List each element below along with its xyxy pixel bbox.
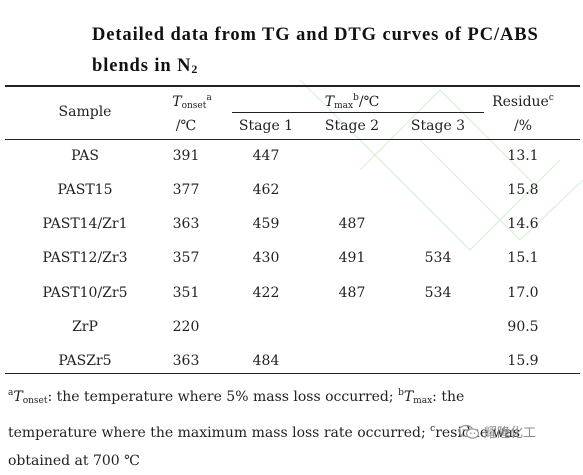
header-stage-3: Stage 3 [411,118,465,134]
header-sample-label: Sample [58,104,112,120]
footnote-a-mark: a [8,388,14,398]
footnote-b-sub: max [413,396,433,406]
table-row-4-residue: 17.0 [507,285,539,301]
table-row-1-residue: 15.8 [507,182,539,198]
table-row-6-residue: 15.9 [507,353,539,369]
table-row-0-stage1: 447 [252,148,280,164]
header-residue-unit-label: /% [513,118,533,134]
table-row-2-tonset: 363 [172,216,200,232]
footnote-a-t: T [13,389,23,405]
table-row-3-stage1: 430 [252,250,280,266]
header-tmax-sub: max [334,101,354,111]
table-row-4-stage3: 534 [424,285,452,301]
table-row-0-sample: PAS [71,148,99,164]
table-row-4-stage1: 422 [252,285,280,301]
table-row-0-tonset: 391 [172,148,200,164]
table-row-2-residue: 14.6 [507,216,539,232]
table-title: Detailed data from TG and DTG curves of … [92,20,572,85]
table-row-3-stage3: 534 [424,250,452,266]
footnote-line-1: aTonset: the temperature where 5% mass l… [8,379,578,415]
background-decoration [299,79,583,251]
table-row-0-residue: 13.1 [507,148,539,164]
header-residue-unit: /% [514,118,532,134]
watermark: 耀隆化工 [458,422,536,441]
table-row-6-tonset: 363 [172,353,200,369]
footnote-c-mark: c [430,424,436,434]
table-row-2-stage1: 459 [252,216,280,232]
footnote-c-text-2: obtained at 700 ℃ [8,453,140,469]
header-tmax: Tmaxb/℃ [325,90,379,114]
header-stage-2-label: Stage 2 [324,118,380,134]
table-row-1-stage1: 462 [252,182,280,198]
header-tmax-unit: /℃ [358,94,380,110]
title-line-2: blends in N [92,56,192,76]
table-row-3-tonset: 357 [172,250,200,266]
table-row-1-tonset: 377 [172,182,200,198]
header-tmax-t: T [324,94,335,110]
footnote-a-sub: onset [22,396,48,406]
header-tonset: Tonseta [172,90,212,114]
header-tonset-unit-label: /℃ [175,118,197,134]
header-bottom-rule [5,139,580,140]
table-bottom-rule [5,373,580,374]
header-stage-2: Stage 2 [325,118,379,134]
header-sample: Sample [59,104,112,120]
table-row-3-stage2: 491 [338,250,366,266]
header-stage-3-label: Stage 3 [410,118,466,134]
table-row-3-sample: PAST12/Zr3 [42,250,128,266]
header-residue-sup: c [548,93,554,103]
tmax-group-rule [232,112,484,113]
table-row-4-tonset: 351 [172,285,200,301]
header-tonset-t: T [172,94,182,110]
header-tonset-unit: /℃ [176,118,196,134]
table-row-4-sample: PAST10/Zr5 [42,285,128,301]
table-top-rule [5,85,580,87]
table-row-1-sample: PAST15 [57,182,113,198]
table-row-6-sample: PASZr5 [58,353,112,369]
header-tonset-sup: a [206,93,212,103]
footnote-line-3: obtained at 700 ℃ [8,447,578,475]
table-row-5-residue: 90.5 [507,319,539,335]
table-row-3-residue: 15.1 [507,250,539,266]
table-row-4-stage2: 487 [338,285,366,301]
footnote-b-t: T [403,389,414,405]
table-row-2-sample: PAST14/Zr1 [42,216,128,232]
title-line-1: Detailed data from TG and DTG curves of … [92,25,539,45]
watermark-text: 耀隆化工 [484,426,537,441]
header-residue: Residuec [492,90,554,110]
table-row-5-tonset: 220 [172,319,200,335]
header-tonset-sub: onset [181,101,207,111]
footnote-a-text: : the temperature where 5% mass loss occ… [47,389,394,405]
table-row-5-sample: ZrP [72,319,98,335]
table-row-2-stage2: 487 [338,216,366,232]
header-stage-1: Stage 1 [239,118,293,134]
wechat-icon [458,424,480,439]
header-residue-label: Residue [492,94,549,110]
footnote-b-mark: b [398,388,404,398]
footnote-b-text-1: : the [432,389,465,405]
footnote-b-text-2: temperature where the maximum mass loss … [8,425,426,441]
table-row-6-stage1: 484 [252,353,280,369]
title-subscript: 2 [191,62,198,76]
header-stage-1-label: Stage 1 [238,118,294,134]
header-tmax-sup: b [353,93,359,103]
